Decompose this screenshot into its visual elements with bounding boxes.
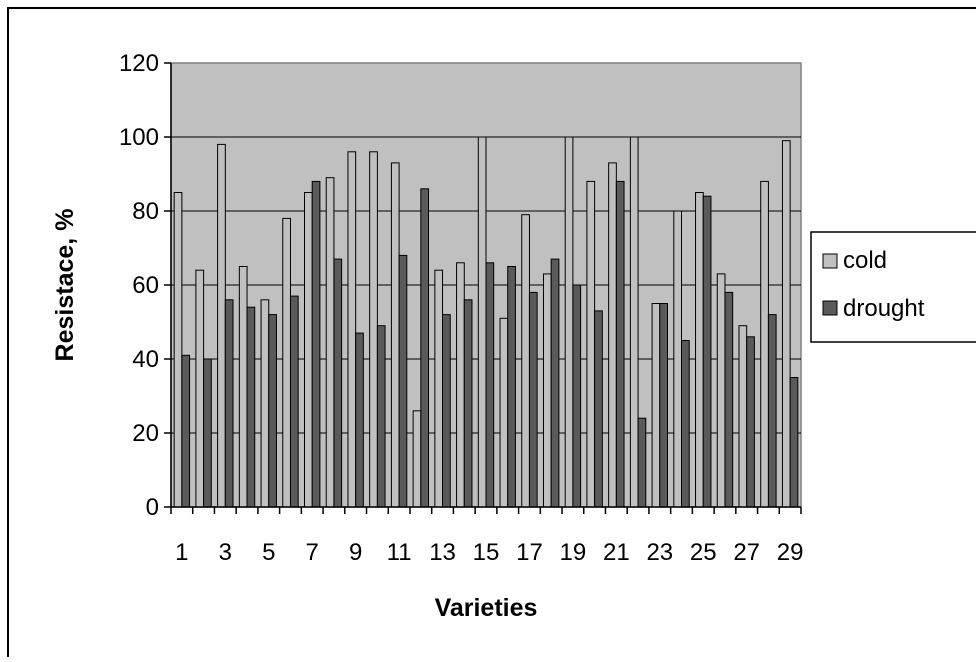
bar-drought-29 [789,377,799,508]
bar-cold-8 [325,177,335,508]
bar-cold-25 [695,192,704,508]
bar-cold-15 [477,136,487,508]
bar-cold-7 [304,192,313,508]
bar-cold-10 [369,151,378,508]
legend: cold drought [810,231,976,343]
bar-drought-24 [681,340,690,508]
bar-drought-13 [442,314,451,508]
bar-drought-7 [311,180,321,508]
bar-drought-17 [528,291,538,508]
bar-drought-4 [246,306,256,508]
bar-cold-17 [521,214,530,508]
bar-cold-2 [195,269,205,508]
y-tick-label: 80 [132,198,159,225]
bar-cold-13 [434,269,444,508]
x-tick-label: 1 [175,539,188,566]
legend-swatch-cold [822,253,838,269]
bar-cold-11 [390,162,400,508]
x-tick-label: 19 [560,539,587,566]
bar-drought-19 [572,284,582,508]
bar-drought-27 [746,336,755,508]
x-tick-label: 29 [777,539,804,566]
bar-drought-25 [702,195,712,508]
bar-drought-6 [289,295,299,508]
bar-cold-6 [282,217,291,508]
bar-cold-24 [673,210,683,508]
bar-drought-11 [398,254,408,508]
x-tick-label: 25 [690,539,717,566]
y-tick-label: 120 [119,50,159,77]
x-axis-title: Varieties [435,594,538,622]
bar-drought-21 [615,180,625,508]
bar-drought-1 [181,354,191,508]
bar-drought-28 [767,314,777,508]
x-tick-label: 17 [516,539,543,566]
bar-drought-14 [463,299,473,508]
bar-cold-4 [238,266,248,508]
bar-drought-8 [333,258,343,508]
y-tick-label: 100 [119,124,159,151]
bar-drought-26 [724,291,734,508]
y-axis-title: Resistace, % [51,209,79,362]
bar-cold-19 [564,136,574,508]
bar-cold-22 [629,136,639,508]
bar-cold-1 [173,192,183,508]
x-tick-label: 9 [349,539,362,566]
bar-cold-9 [347,151,357,508]
y-tick-label: 60 [132,272,159,299]
bar-cold-27 [738,325,748,508]
bar-cold-26 [716,273,726,508]
bar-drought-15 [485,262,495,508]
x-tick-label: 27 [733,539,760,566]
bar-drought-3 [224,299,234,508]
bar-drought-18 [550,258,560,508]
x-tick-label: 23 [646,539,673,566]
legend-swatch-drought [822,300,838,316]
x-tick-label: 3 [219,539,232,566]
bar-drought-5 [268,314,277,508]
bar-drought-22 [637,417,647,508]
bar-cold-14 [456,262,465,508]
legend-label-cold: cold [843,247,887,274]
bar-cold-28 [760,180,769,508]
bar-cold-3 [217,143,226,508]
bar-cold-21 [608,162,617,508]
bar-cold-5 [260,299,270,508]
y-tick-label: 40 [132,346,159,373]
bar-drought-10 [376,325,386,508]
x-tick-label: 11 [387,539,412,566]
y-tick-label: 0 [146,494,159,521]
y-tick-label: 20 [132,420,159,447]
bar-drought-20 [594,310,603,508]
bar-cold-12 [412,410,422,508]
bar-cold-20 [586,180,596,508]
bar-cold-18 [542,273,552,508]
bar-cold-23 [651,303,661,508]
x-tick-label: 7 [306,539,319,566]
legend-label-drought: drought [843,295,925,322]
bar-drought-16 [507,266,516,508]
bar-cold-16 [499,317,509,508]
bar-drought-12 [420,188,430,508]
legend-box [810,231,976,343]
x-tick-label: 15 [473,539,500,566]
x-tick-label: 13 [429,539,456,566]
x-tick-label: 21 [603,539,630,566]
x-tick-label: 5 [262,539,275,566]
bar-drought-2 [203,358,212,508]
bar-cold-29 [781,140,791,508]
bar-drought-23 [659,303,668,508]
bar-drought-9 [355,332,364,508]
